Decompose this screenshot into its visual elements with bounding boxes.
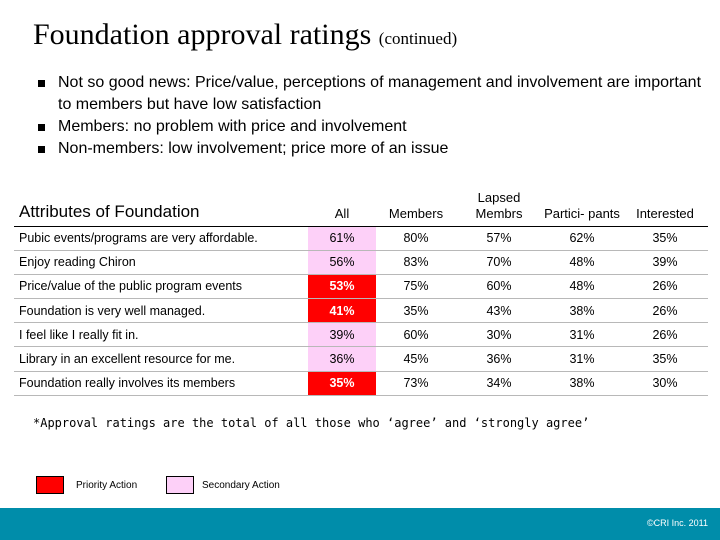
- cell-participants: 48%: [542, 250, 622, 275]
- cell-members: 73%: [376, 371, 456, 396]
- bullet-item: Non-members: low involvement; price more…: [36, 138, 706, 160]
- cell-interested: 26%: [622, 322, 708, 348]
- cell-lapsed: 30%: [456, 322, 542, 348]
- cell-interested: 26%: [622, 274, 708, 300]
- header-attributes: Attributes of Foundation: [19, 201, 200, 221]
- slide-title: Foundation approval ratings (continued): [33, 18, 457, 52]
- cell-all: 53%: [308, 274, 376, 300]
- header-members: Members: [388, 205, 444, 221]
- cell-participants: 48%: [542, 274, 622, 300]
- cell-participants: 31%: [542, 322, 622, 348]
- cell-lapsed: 57%: [456, 226, 542, 251]
- bullet-item: Members: no problem with price and invol…: [36, 116, 706, 138]
- cell-members: 80%: [376, 226, 456, 251]
- cell-interested: 35%: [622, 226, 708, 251]
- row-label: I feel like I really fit in.: [14, 322, 308, 348]
- cell-all: 36%: [308, 346, 376, 372]
- copyright: ©CRI Inc. 2011: [647, 518, 708, 528]
- row-label: Enjoy reading Chiron: [14, 250, 308, 275]
- cell-members: 60%: [376, 322, 456, 348]
- cell-lapsed: 36%: [456, 346, 542, 372]
- cell-interested: 35%: [622, 346, 708, 372]
- title-main: Foundation approval ratings: [33, 18, 372, 51]
- ratings-table-container: Attributes of Foundation All Members Lap…: [14, 176, 708, 396]
- priority-swatch: [36, 476, 64, 494]
- row-label: Foundation is very well managed.: [14, 298, 308, 324]
- cell-interested: 39%: [622, 250, 708, 275]
- bullet-item: Not so good news: Price/value, perceptio…: [36, 72, 706, 116]
- cell-participants: 38%: [542, 298, 622, 324]
- cell-lapsed: 34%: [456, 371, 542, 396]
- bullet-square-icon: [38, 146, 45, 153]
- table-row: Pubic events/programs are very affordabl…: [14, 226, 708, 251]
- bullet-square-icon: [38, 80, 45, 87]
- cell-all: 56%: [308, 250, 376, 275]
- ratings-table: Attributes of Foundation All Members Lap…: [14, 176, 708, 396]
- cell-interested: 26%: [622, 298, 708, 324]
- table-row: Enjoy reading Chiron 56% 83% 70% 48% 39%: [14, 250, 708, 275]
- table-row: Library in an excellent resource for me.…: [14, 346, 708, 372]
- table-row: Price/value of the public program events…: [14, 274, 708, 300]
- table-header-row: Attributes of Foundation All Members Lap…: [14, 176, 708, 226]
- secondary-swatch: [166, 476, 194, 494]
- secondary-label: Secondary Action: [202, 480, 280, 491]
- row-label: Foundation really involves its members: [14, 371, 308, 396]
- footnote: *Approval ratings are the total of all t…: [33, 416, 590, 430]
- cell-all: 39%: [308, 322, 376, 348]
- header-lapsed: Lapsed Membrs: [475, 189, 523, 221]
- bullet-text: Non-members: low involvement; price more…: [58, 140, 449, 157]
- footer-bar: ©CRI Inc. 2011: [0, 508, 720, 540]
- header-participants: Partici- pants: [544, 205, 620, 221]
- cell-members: 45%: [376, 346, 456, 372]
- cell-participants: 38%: [542, 371, 622, 396]
- table-row: I feel like I really fit in. 39% 60% 30% 31%…: [14, 322, 708, 348]
- cell-members: 75%: [376, 274, 456, 300]
- cell-participants: 31%: [542, 346, 622, 372]
- cell-all: 41%: [308, 298, 376, 324]
- table-row: Foundation really involves its members 35…: [14, 371, 708, 396]
- header-all: All: [334, 205, 350, 221]
- cell-all: 61%: [308, 226, 376, 251]
- row-label: Pubic events/programs are very affordabl…: [14, 226, 308, 251]
- cell-interested: 30%: [622, 371, 708, 396]
- bullet-text: Not so good news: Price/value, perceptio…: [58, 74, 702, 113]
- cell-all: 35%: [308, 371, 376, 396]
- row-label: Price/value of the public program events: [14, 274, 308, 300]
- cell-lapsed: 70%: [456, 250, 542, 275]
- row-label: Library in an excellent resource for me.: [14, 346, 308, 372]
- table-row: Foundation is very well managed. 41% 35% 43…: [14, 298, 708, 324]
- bullet-list: Not so good news: Price/value, perceptio…: [36, 72, 706, 160]
- title-sub: (continued): [378, 29, 458, 48]
- bullet-text: Members: no problem with price and invol…: [58, 118, 407, 135]
- cell-members: 35%: [376, 298, 456, 324]
- header-interested: Interested: [636, 205, 694, 221]
- cell-lapsed: 43%: [456, 298, 542, 324]
- cell-lapsed: 60%: [456, 274, 542, 300]
- priority-label: Priority Action: [76, 480, 138, 491]
- cell-participants: 62%: [542, 226, 622, 251]
- bullet-square-icon: [38, 124, 45, 131]
- cell-members: 83%: [376, 250, 456, 275]
- table-body: Pubic events/programs are very affordabl…: [14, 226, 708, 396]
